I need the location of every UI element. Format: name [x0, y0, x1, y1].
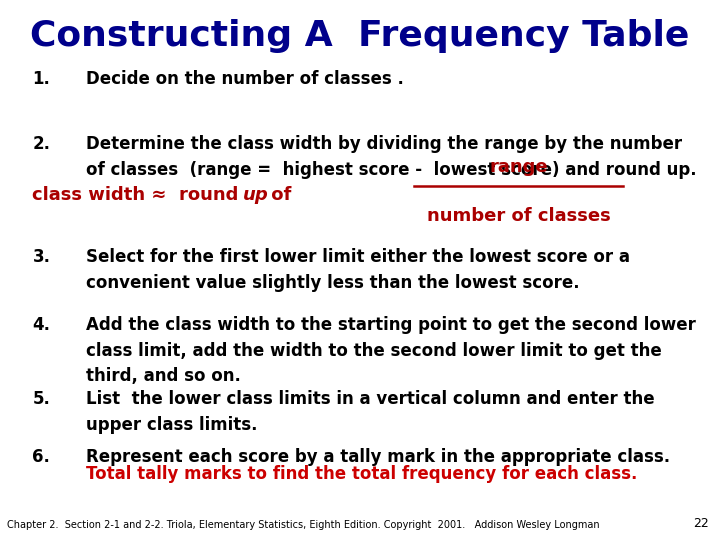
- Text: 2.: 2.: [32, 135, 50, 153]
- Text: Determine the class width by dividing the range by the number
of classes  (range: Determine the class width by dividing th…: [86, 135, 697, 179]
- Text: Add the class width to the starting point to get the second lower
class limit, a: Add the class width to the starting poin…: [86, 316, 696, 386]
- Text: 5.: 5.: [32, 390, 50, 408]
- Text: Chapter 2.  Section 2-1 and 2-2. Triola, Elementary Statistics, Eighth Edition. : Chapter 2. Section 2-1 and 2-2. Triola, …: [7, 520, 600, 530]
- Text: Total tally marks to find the total frequency for each class.: Total tally marks to find the total freq…: [86, 465, 638, 483]
- Text: range: range: [489, 158, 548, 177]
- Text: class width ≈  round: class width ≈ round: [32, 186, 245, 205]
- Text: 22: 22: [693, 517, 709, 530]
- Text: Constructing A  Frequency Table: Constructing A Frequency Table: [30, 19, 690, 53]
- Text: 6.: 6.: [32, 448, 50, 466]
- Text: Select for the first lower limit either the lowest score or a
convenient value s: Select for the first lower limit either …: [86, 248, 631, 292]
- Text: List  the lower class limits in a vertical column and enter the
upper class limi: List the lower class limits in a vertica…: [86, 390, 655, 434]
- Text: 4.: 4.: [32, 316, 50, 334]
- Text: number of classes: number of classes: [426, 207, 611, 225]
- Text: 1.: 1.: [32, 70, 50, 88]
- Text: Represent each score by a tally mark in the appropriate class.: Represent each score by a tally mark in …: [86, 448, 670, 466]
- Text: up: up: [243, 186, 269, 205]
- Text: of: of: [265, 186, 292, 205]
- Text: Decide on the number of classes .: Decide on the number of classes .: [86, 70, 404, 88]
- Text: 3.: 3.: [32, 248, 50, 266]
